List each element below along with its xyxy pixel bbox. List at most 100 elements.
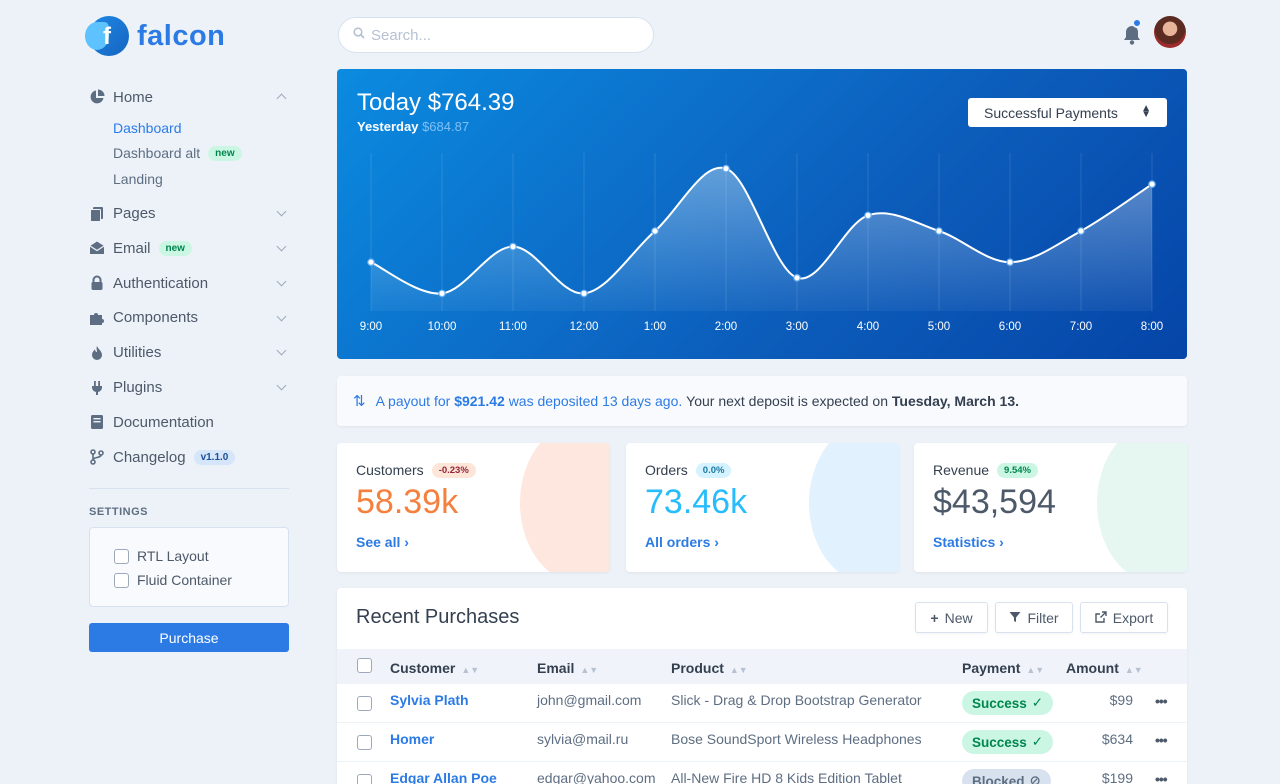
column-header-payment[interactable]: Payment ▲▼ xyxy=(962,660,1045,676)
x-tick-label: 9:00 xyxy=(360,321,382,333)
x-tick-label: 2:00 xyxy=(715,321,737,333)
search-box[interactable] xyxy=(338,17,654,53)
status-badge: Success ✓ xyxy=(962,730,1054,754)
chevron-up-icon xyxy=(276,93,287,104)
sort-icon: ▲▼ xyxy=(461,665,480,675)
chart-point[interactable] xyxy=(1077,227,1085,235)
more-options-icon[interactable]: ••• xyxy=(1155,732,1168,748)
chart-point[interactable] xyxy=(935,227,943,235)
rtl-layout-checkbox[interactable] xyxy=(114,548,129,564)
amount: $634 xyxy=(1101,731,1133,747)
fluid-container-option[interactable]: Fluid Container xyxy=(114,568,288,592)
settings-panel: RTL Layout Fluid Container xyxy=(89,527,289,607)
sidebar-item-home[interactable]: Home xyxy=(89,80,289,115)
chart-point[interactable] xyxy=(864,211,872,220)
column-header-product[interactable]: Product ▲▼ xyxy=(671,660,748,676)
payout-notice: ⇅ A payout for $921.42 was deposited 13 … xyxy=(337,376,1187,426)
plus-icon: + xyxy=(930,609,939,626)
row-checkbox[interactable] xyxy=(357,696,372,711)
purchase-button[interactable]: Purchase xyxy=(89,623,289,652)
new-badge: new xyxy=(158,240,192,256)
sidebar-item-pages[interactable]: Pages xyxy=(89,196,289,231)
customer-email: sylvia@mail.ru xyxy=(537,731,629,747)
row-checkbox[interactable] xyxy=(357,735,372,750)
sort-icon: ▲▼ xyxy=(1124,665,1143,675)
customer-name-link[interactable]: Edgar Allan Poe xyxy=(390,770,497,784)
avatar[interactable] xyxy=(1154,16,1186,48)
check-icon: ✓ xyxy=(1031,734,1044,749)
customer-email: edgar@yahoo.com xyxy=(537,770,656,784)
table-header: Customer ▲▼ Email ▲▼ Product ▲▼ Payment ▲▼ A… xyxy=(337,649,1187,684)
product-name: Slick - Drag & Drop Bootstrap Generator xyxy=(671,692,922,708)
payments-chart: 9:00 10:00 11:00 12:00 1:00 2:00 3:00 4:00 5:00 6… xyxy=(360,153,1163,333)
recent-purchases-card: Recent Purchases + New Filter Export Cust… xyxy=(337,588,1187,784)
sidebar-item-components[interactable]: Components xyxy=(89,301,289,336)
x-tick-label: 11:00 xyxy=(499,321,527,333)
notification-bell-icon[interactable] xyxy=(1122,24,1142,46)
all-orders-link[interactable]: All orders › xyxy=(645,534,719,550)
column-header-email[interactable]: Email ▲▼ xyxy=(537,660,599,676)
decorative-blob xyxy=(809,443,899,572)
export-button[interactable]: Export xyxy=(1080,602,1168,633)
sidebar-nav: Home Dashboard Dashboard alt new Landing … xyxy=(89,80,289,475)
pages-icon xyxy=(89,206,105,222)
ban-icon: ⊘ xyxy=(1029,773,1041,784)
chart-point[interactable] xyxy=(438,289,446,298)
filter-icon xyxy=(1009,610,1021,626)
customer-email: john@gmail.com xyxy=(537,692,642,708)
brand[interactable]: f falcon xyxy=(85,16,225,56)
today-total: Today $764.39 xyxy=(357,89,515,116)
table-row[interactable]: Sylvia Plath john@gmail.com Slick - Drag… xyxy=(337,684,1187,723)
sidebar-item-authentication[interactable]: Authentication xyxy=(89,266,289,301)
table-row[interactable]: Homer sylvia@mail.ru Bose SoundSport Wir… xyxy=(337,723,1187,762)
new-button[interactable]: + New xyxy=(915,602,988,633)
chart-point[interactable] xyxy=(722,164,730,173)
x-tick-label: 3:00 xyxy=(786,321,808,333)
rtl-layout-option[interactable]: RTL Layout xyxy=(114,544,288,568)
sidebar-item-documentation[interactable]: Documentation xyxy=(89,405,289,440)
more-options-icon[interactable]: ••• xyxy=(1155,771,1168,784)
sidebar-item-utilities[interactable]: Utilities xyxy=(89,335,289,370)
table-row[interactable]: Edgar Allan Poe edgar@yahoo.com All-New … xyxy=(337,762,1187,784)
customer-name-link[interactable]: Sylvia Plath xyxy=(390,692,469,708)
check-icon: ✓ xyxy=(1031,695,1044,710)
column-header-customer[interactable]: Customer ▲▼ xyxy=(390,660,480,676)
new-badge: new xyxy=(208,145,242,161)
amount: $99 xyxy=(1109,692,1133,708)
decorative-blob xyxy=(1097,443,1187,572)
chevron-down-icon xyxy=(276,311,287,322)
chart-point[interactable] xyxy=(1006,258,1014,267)
sidebar-item-label: Email xyxy=(113,239,151,257)
column-header-amount[interactable]: Amount ▲▼ xyxy=(1066,660,1143,676)
sidebar-item-label: Pages xyxy=(113,205,156,223)
chart-point[interactable] xyxy=(793,274,801,282)
customer-name-link[interactable]: Homer xyxy=(390,731,435,747)
sidebar-subitem-dashboard-alt[interactable]: Dashboard alt new xyxy=(113,141,289,167)
sidebar-subitem-landing[interactable]: Landing xyxy=(113,171,163,188)
chart-point[interactable] xyxy=(367,258,375,267)
statistics-link[interactable]: Statistics › xyxy=(933,534,1004,550)
select-all-checkbox[interactable] xyxy=(357,658,372,673)
stat-value: 58.39k xyxy=(356,483,459,521)
chart-point[interactable] xyxy=(651,227,659,235)
payment-type-select[interactable]: Successful Payments ▲ ▼ xyxy=(968,98,1167,127)
search-input[interactable] xyxy=(371,26,631,44)
more-options-icon[interactable]: ••• xyxy=(1155,693,1168,709)
sidebar-subitem-dashboard[interactable]: Dashboard xyxy=(113,119,182,136)
sidebar-item-changelog[interactable]: Changelog v1.1.0 xyxy=(89,440,289,475)
chart-point[interactable] xyxy=(509,242,517,251)
row-checkbox[interactable] xyxy=(357,774,372,784)
puzzle-icon xyxy=(89,310,105,326)
sidebar-item-email[interactable]: Email new xyxy=(89,231,289,266)
chart-point[interactable] xyxy=(1148,180,1156,189)
stat-value: 73.46k xyxy=(645,483,748,521)
stat-title: Revenue xyxy=(933,462,990,478)
sidebar-item-plugins[interactable]: Plugins xyxy=(89,370,289,405)
fluid-container-checkbox[interactable] xyxy=(114,572,129,588)
stat-card-revenue: Revenue 9.54% $43,594 Statistics › xyxy=(914,443,1187,572)
filter-button[interactable]: Filter xyxy=(995,602,1073,633)
chart-point[interactable] xyxy=(580,289,588,298)
sort-icon: ▲▼ xyxy=(729,665,748,675)
see-all-link[interactable]: See all › xyxy=(356,534,409,550)
sort-icon: ▲▼ xyxy=(1026,665,1045,675)
